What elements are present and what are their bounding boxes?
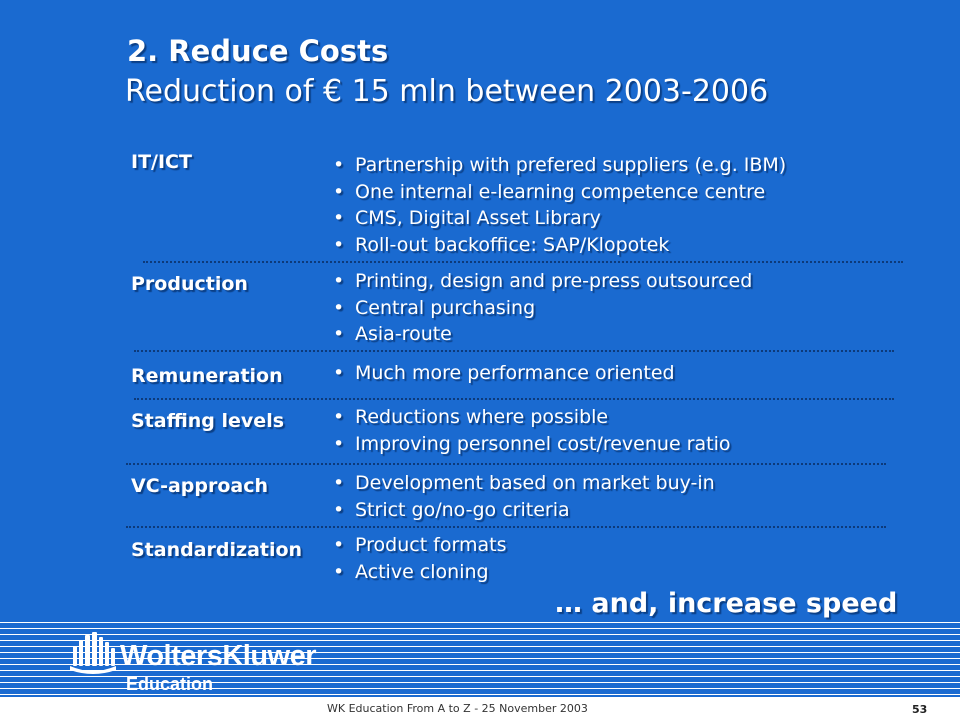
- bullet-icon: •: [333, 154, 345, 176]
- list-item: • Roll-out backoffice: SAP/Klopotek: [333, 232, 786, 259]
- slide-background: 2. Reduce Costs Reduction of € 15 mln be…: [0, 0, 960, 697]
- bullet-icon: •: [333, 432, 345, 455]
- logo-wordmark: WoltersKluwer: [120, 640, 317, 672]
- bullet-icon: •: [333, 233, 345, 256]
- page-number: 53: [912, 703, 928, 716]
- bullet-list-staffing-levels: • Reductions where possible • Improving pe…: [333, 404, 731, 457]
- bullet-icon: •: [333, 472, 345, 494]
- section-divider: [143, 261, 903, 263]
- section-divider: [134, 398, 894, 400]
- category-standardization: Standardization: [131, 539, 303, 561]
- bullet-list-vc-approach: • Development based on market buy-in • Str…: [333, 470, 715, 523]
- list-item: • Much more performance oriented: [333, 360, 675, 387]
- bullet-icon: •: [333, 534, 345, 556]
- footer-text: WK Education From A to Z - 25 November 2…: [327, 702, 588, 715]
- list-item: • One internal e-learning competence cent…: [333, 179, 786, 206]
- slide-subtitle: Reduction of € 15 mln between 2003-2006: [125, 74, 769, 109]
- section-divider: [134, 350, 894, 352]
- section-divider: [126, 463, 886, 465]
- list-item: • CMS, Digital Asset Library: [333, 205, 786, 232]
- section-divider: [126, 526, 886, 528]
- bullet-list-production: • Printing, design and pre-press outsourc…: [333, 268, 752, 348]
- list-item: • Printing, design and pre-press outsourc…: [333, 268, 752, 295]
- list-item: • Partnership with prefered suppliers (e.…: [333, 152, 786, 179]
- list-item: • Reductions where possible: [333, 404, 731, 431]
- bullet-icon: •: [333, 270, 345, 292]
- bullet-icon: •: [333, 362, 345, 384]
- bullet-icon: •: [333, 207, 345, 229]
- bullet-list-it-ict: • Partnership with prefered suppliers (e.…: [333, 152, 786, 258]
- list-item: • Improving personnel cost/revenue ratio: [333, 431, 731, 458]
- closing-statement: … and, increase speed: [555, 588, 898, 619]
- category-staffing-levels: Staffing levels: [131, 410, 285, 432]
- list-item: • Central purchasing: [333, 295, 752, 322]
- wolters-kluwer-logo-icon: [70, 632, 116, 674]
- bullet-icon: •: [333, 498, 345, 521]
- list-item: • Development based on market buy-in: [333, 470, 715, 497]
- bullet-list-standardization: • Product formats • Active cloning: [333, 532, 506, 585]
- bullet-icon: •: [333, 323, 345, 345]
- bullet-icon: •: [333, 560, 345, 583]
- list-item: • Active cloning: [333, 559, 506, 586]
- footer-stripes: [0, 622, 960, 697]
- logo-division: Education: [126, 674, 214, 694]
- category-remuneration: Remuneration: [131, 365, 283, 387]
- list-item: • Strict go/no-go criteria: [333, 497, 715, 524]
- bullet-icon: •: [333, 180, 345, 203]
- list-item: • Product formats: [333, 532, 506, 559]
- bullet-icon: •: [333, 406, 345, 428]
- list-item: • Asia-route: [333, 321, 752, 348]
- bullet-list-remuneration: • Much more performance oriented: [333, 360, 675, 387]
- category-vc-approach: VC-approach: [131, 475, 269, 497]
- category-it-ict: IT/ICT: [131, 151, 192, 173]
- category-production: Production: [131, 273, 248, 295]
- slide-title: 2. Reduce Costs: [127, 34, 389, 68]
- bullet-icon: •: [333, 296, 345, 319]
